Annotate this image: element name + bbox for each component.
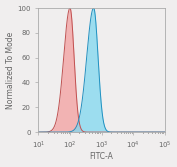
X-axis label: FITC-A: FITC-A: [90, 152, 113, 161]
Y-axis label: Normalized To Mode: Normalized To Mode: [5, 31, 15, 109]
